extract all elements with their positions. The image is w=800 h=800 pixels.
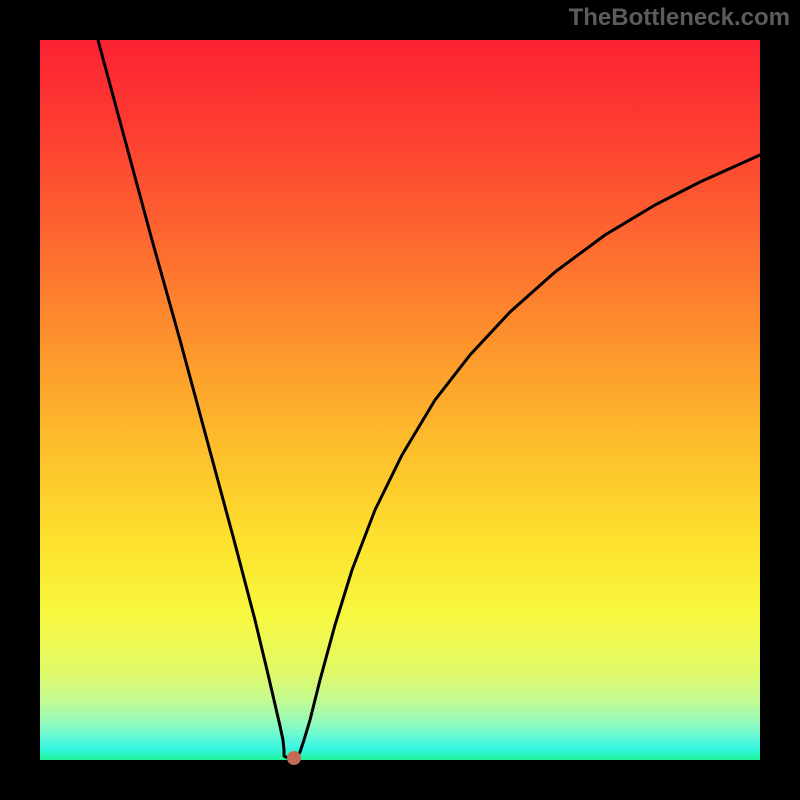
curve-layer [40, 40, 760, 760]
optimal-point-marker [287, 751, 301, 765]
bottleneck-curve [98, 40, 760, 758]
plot-area [40, 40, 760, 760]
watermark-text: TheBottleneck.com [569, 4, 790, 32]
